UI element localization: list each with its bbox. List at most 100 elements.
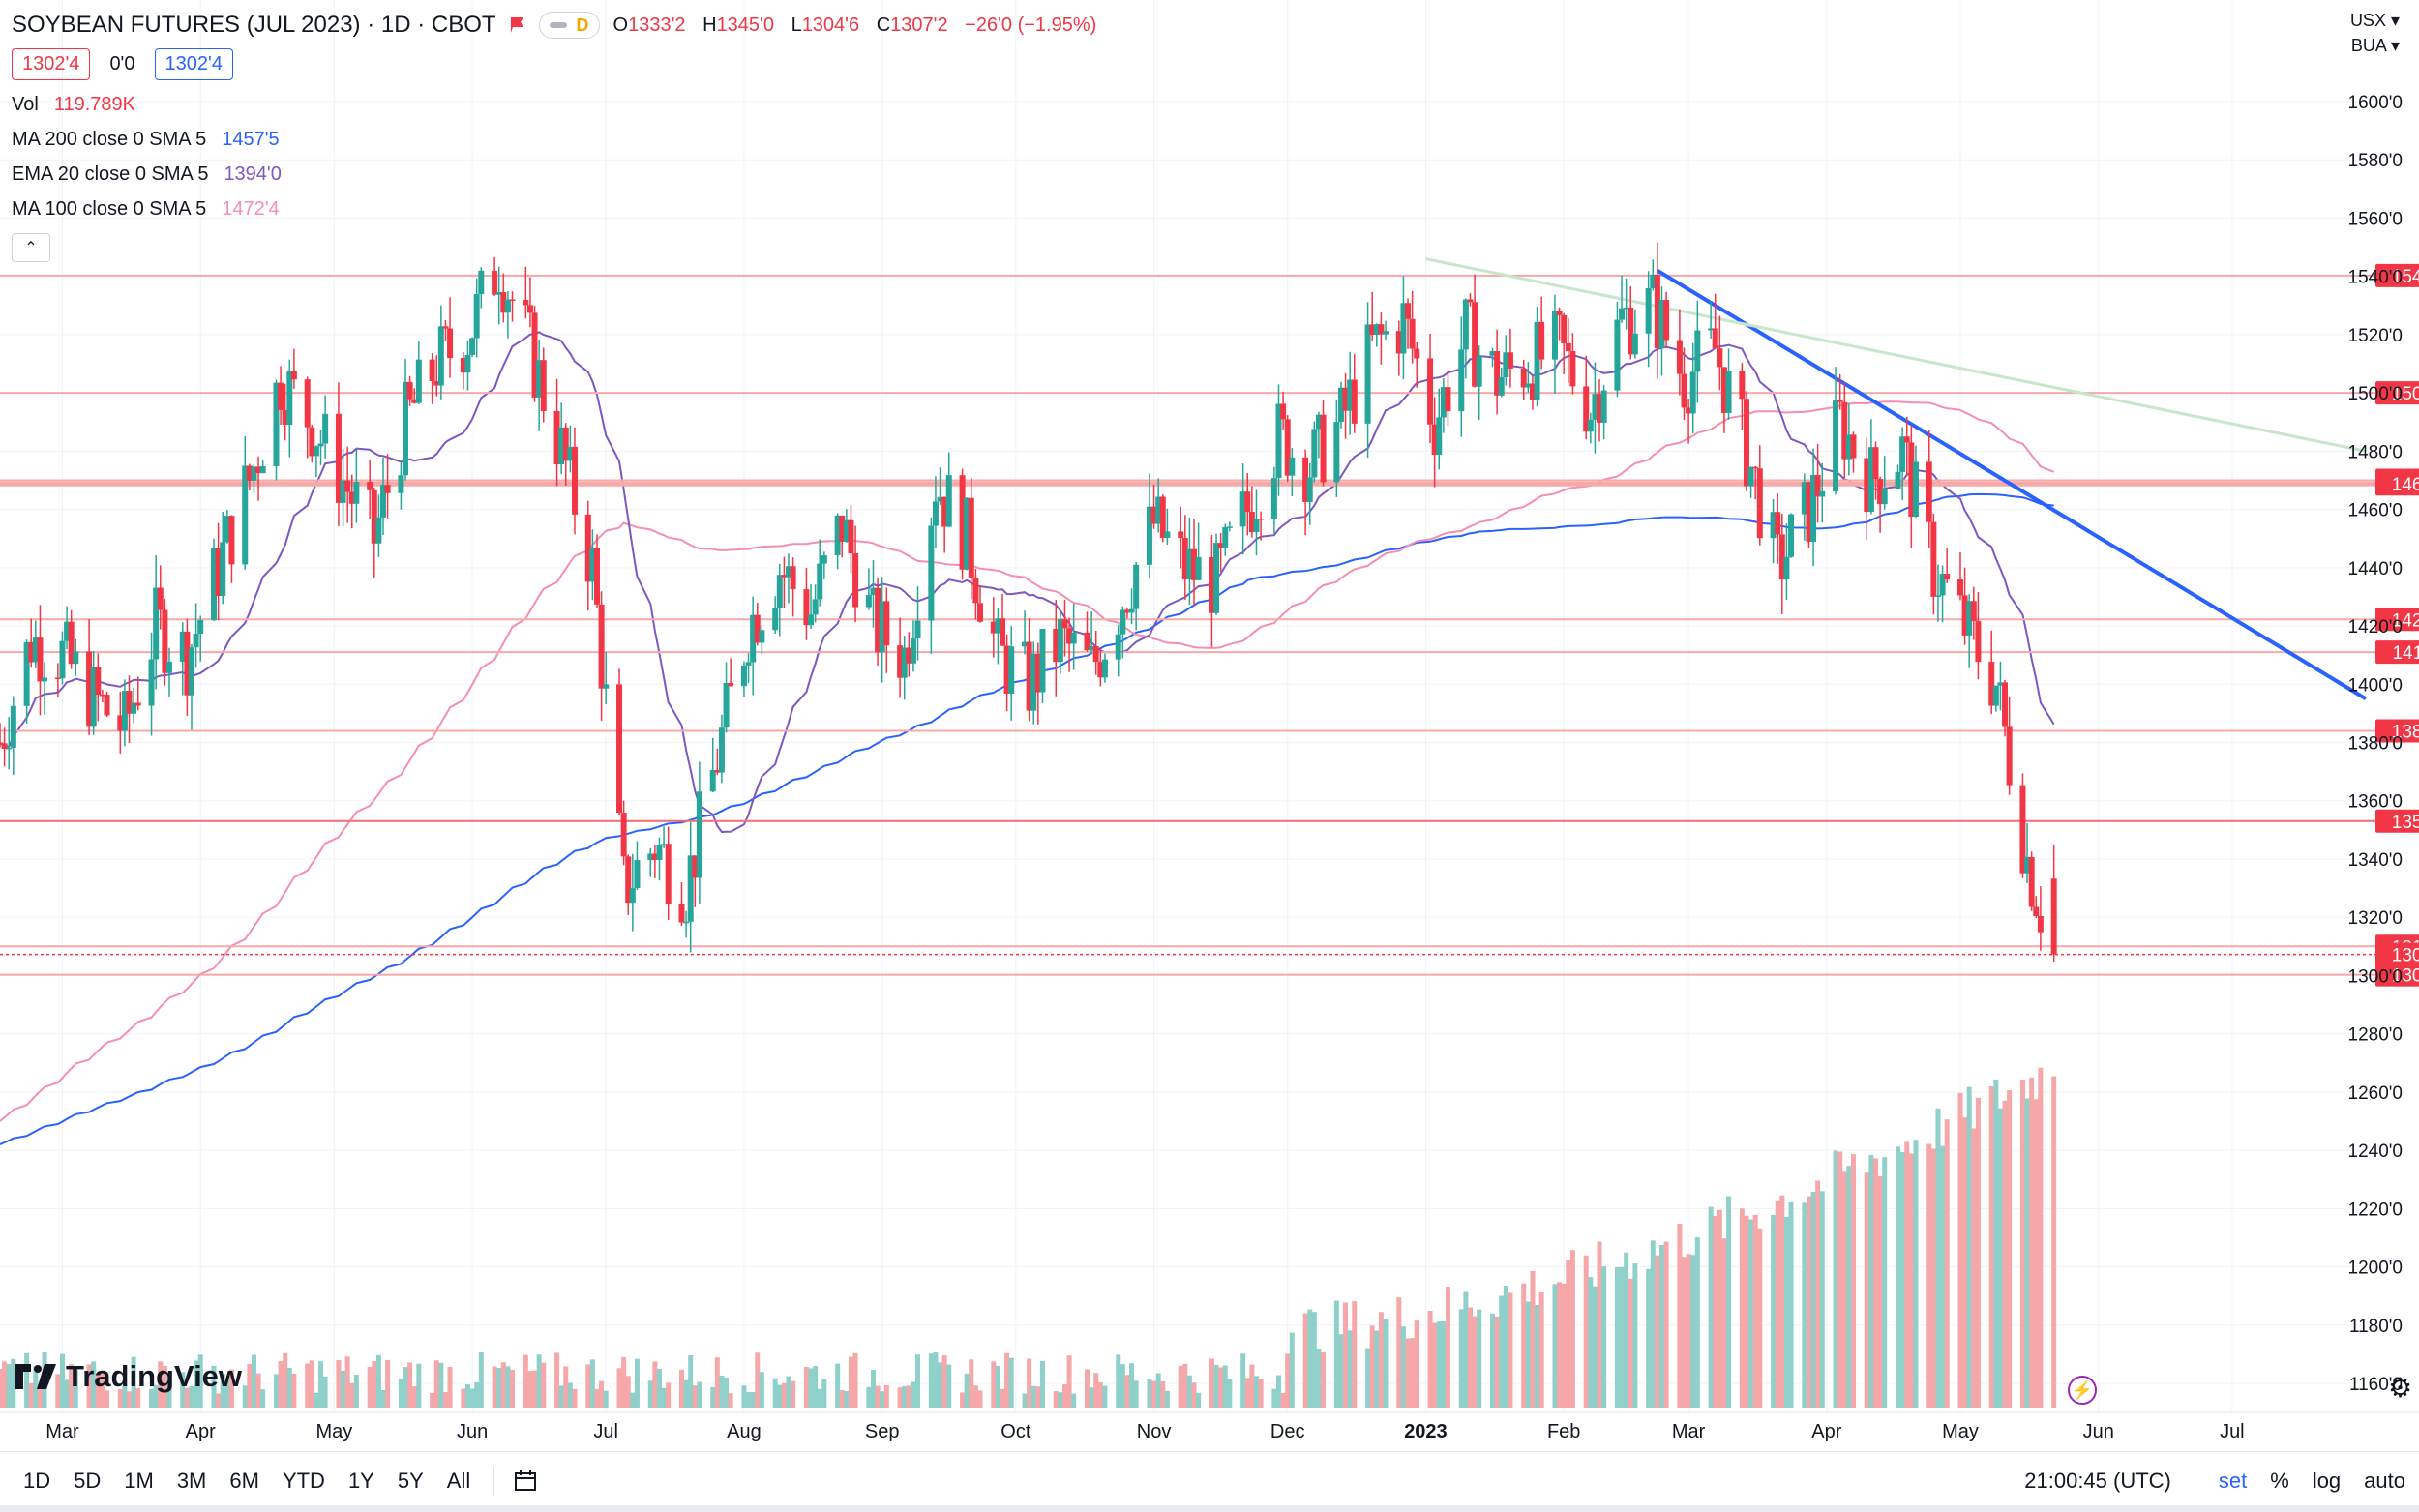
log-scale-toggle[interactable]: log [2312, 1468, 2342, 1493]
candle-body [1440, 387, 1447, 418]
candle-body [1597, 394, 1603, 423]
candle-body [1712, 328, 1718, 349]
candle-body [1778, 534, 1785, 580]
volume-bar [1093, 1373, 1099, 1408]
volume-bar [1061, 1383, 1067, 1408]
session-toggle[interactable]: set [2218, 1468, 2248, 1493]
flag-icon[interactable] [510, 16, 525, 34]
clock-timezone[interactable]: 21:00:45 (UTC) [2024, 1468, 2171, 1493]
volume-bar [1414, 1320, 1419, 1408]
volume-bar [1775, 1200, 1780, 1408]
volume-bar [1004, 1352, 1010, 1408]
volume-bar [314, 1392, 319, 1408]
candle-body [1956, 579, 1963, 596]
candle-body [273, 382, 280, 466]
go-to-date-icon[interactable] [514, 1469, 539, 1493]
volume-bar [772, 1378, 778, 1408]
candle-body [1034, 653, 1041, 693]
candle-body [661, 844, 668, 845]
lightning-icon[interactable]: ⚡ [2068, 1376, 2097, 1405]
market-status-pill[interactable]: D [538, 12, 600, 39]
percent-scale-toggle[interactable]: % [2270, 1468, 2289, 1493]
volume-bar [1102, 1385, 1108, 1408]
indicator-ema20[interactable]: EMA 20 close 0 SMA 5 1394'0 [12, 163, 282, 185]
symbol-title[interactable]: SOYBEAN FUTURES (JUL 2023) · 1D · CBOT [12, 12, 496, 38]
volume-bars [0, 1067, 2057, 1408]
candle-body [540, 360, 547, 412]
volume-bar [1771, 1214, 1777, 1408]
volume-bar [117, 1388, 123, 1408]
candle-body [1414, 348, 1420, 359]
candle-body [647, 853, 654, 861]
timeframe-5d[interactable]: 5D [74, 1468, 102, 1493]
volume-bar [594, 1388, 600, 1408]
candle-body [1409, 318, 1416, 349]
timeframe-3m[interactable]: 3M [176, 1468, 207, 1493]
candle-body [883, 601, 890, 646]
volume-bar [523, 1354, 528, 1408]
settings-icon[interactable]: ⚙ [2388, 1373, 2413, 1403]
volume-bar [100, 1372, 105, 1408]
volume-bar [1646, 1268, 1652, 1408]
timeframe-6m[interactable]: 6M [229, 1468, 259, 1493]
timeframe-1d[interactable]: 1D [23, 1468, 51, 1493]
candle-body [848, 519, 854, 554]
candle-body [54, 677, 61, 680]
candle-body [1395, 331, 1402, 354]
auto-scale-toggle[interactable]: auto [2364, 1468, 2405, 1493]
collapse-legend-button[interactable]: ⌃ [12, 233, 50, 262]
currency-label[interactable]: USX ▾ [2349, 11, 2400, 30]
timeframe-5y[interactable]: 5Y [397, 1468, 424, 1493]
volume-bar [1285, 1353, 1291, 1408]
volume-bar [1280, 1392, 1286, 1408]
candle-body [567, 446, 574, 461]
timeframe-1m[interactable]: 1M [124, 1468, 154, 1493]
volume-bar [1521, 1283, 1527, 1408]
time-tick-label: Jul [2220, 1421, 2245, 1442]
volume-bar [1338, 1334, 1344, 1408]
candle-body [1770, 512, 1777, 539]
volume-bar [433, 1360, 439, 1408]
volume-bar [55, 1374, 61, 1408]
candle-body [1694, 330, 1701, 372]
volume-bar [73, 1370, 78, 1408]
indicator-volume[interactable]: Vol 119.789K [12, 94, 135, 115]
volume-bar [1124, 1375, 1130, 1408]
unit-label[interactable]: BUA ▾ [2350, 36, 2400, 55]
time-tick-label: Jun [2083, 1421, 2114, 1442]
indicator-ma100[interactable]: MA 100 close 0 SMA 5 1472'4 [12, 198, 280, 220]
timeframe-1y[interactable]: 1Y [347, 1468, 374, 1493]
volume-bar [683, 1379, 689, 1408]
candle-body [179, 631, 186, 662]
volume-bar [630, 1392, 636, 1408]
candle-body [2006, 726, 2013, 786]
volume-bar [808, 1368, 814, 1408]
candle-body [1057, 619, 1063, 663]
volume-bar [247, 1363, 253, 1408]
timeframe-all[interactable]: All [446, 1468, 471, 1493]
sell-price-button[interactable]: 1302'4 [12, 48, 91, 80]
price-tick-label: 1280'0 [2348, 1025, 2403, 1046]
candle-body [2019, 785, 2026, 874]
candle-body [1841, 401, 1848, 460]
volume-bar [1717, 1209, 1722, 1408]
price-chart[interactable]: 1540'21500'01470'01468'61422'21411'01384… [0, 0, 2419, 1451]
buy-price-button[interactable]: 1302'4 [154, 48, 233, 80]
volume-bar [1552, 1284, 1558, 1408]
tradingview-logo[interactable]: TradingView [15, 1359, 242, 1394]
volume-bar [634, 1358, 640, 1408]
candle-body [1556, 311, 1563, 315]
currency-unit-selector[interactable]: USX ▾ BUA ▾ [2350, 8, 2400, 58]
volume-bar [1378, 1312, 1384, 1408]
candle-body [157, 587, 164, 610]
candle-body [1431, 424, 1438, 456]
trendline [1425, 257, 2367, 453]
candle-body [910, 638, 916, 664]
timeframe-ytd[interactable]: YTD [282, 1468, 325, 1493]
indicator-ma200[interactable]: MA 200 close 0 SMA 5 1457'5 [12, 129, 280, 150]
candle-body [1089, 645, 1095, 651]
volume-bar [469, 1388, 475, 1408]
candle-body [1120, 609, 1126, 635]
volume-bar [2019, 1080, 2025, 1408]
volume-bar [1120, 1364, 1125, 1408]
